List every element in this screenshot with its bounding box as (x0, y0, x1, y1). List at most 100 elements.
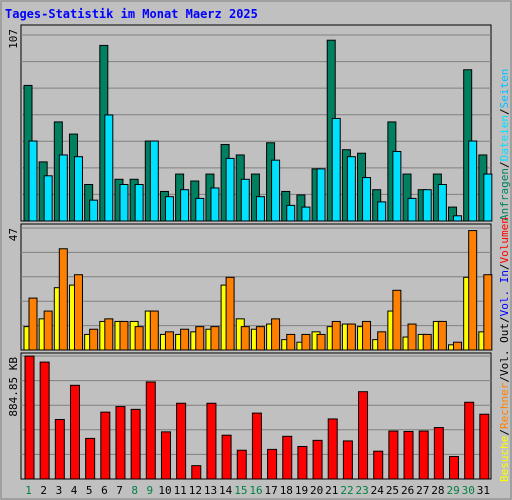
bar-rechner-day-4 (73, 274, 83, 351)
bar-rechner-day-16 (255, 326, 265, 351)
legend-item: Seiten (498, 69, 511, 109)
bar-volumen-day-26 (403, 430, 414, 480)
bar-dateien-day-29 (453, 215, 463, 222)
bar-dateien-day-15 (240, 178, 250, 222)
bar-volumen-day-5 (85, 437, 96, 480)
x-tick-label-day-19: 19 (295, 484, 308, 497)
bar-rechner-day-26 (407, 323, 417, 351)
bar-dateien-day-13 (210, 187, 220, 222)
bar-rechner-day-13 (210, 326, 220, 351)
x-tick-label-day-13: 13 (204, 484, 217, 497)
legend-item: Rechner (498, 382, 511, 429)
bar-dateien-day-23 (362, 177, 372, 222)
x-tick-label-day-7: 7 (116, 484, 123, 497)
x-tick-label-day-24: 24 (371, 484, 385, 497)
x-tick-label-day-28: 28 (431, 484, 444, 497)
bar-dateien-day-21 (331, 117, 341, 222)
x-tick-label-day-1: 1 (25, 484, 32, 497)
bar-dateien-day-2 (43, 175, 53, 222)
bar-volumen-day-25 (388, 430, 399, 480)
bar-dateien-day-12 (195, 197, 205, 222)
bar-volumen-day-29 (449, 455, 460, 480)
panel-middle: 47 (7, 223, 493, 351)
legend-item: / (498, 108, 511, 115)
bar-rechner-day-11 (180, 328, 190, 351)
bar-volumen-day-2 (39, 361, 50, 480)
bar-rechner-day-3 (58, 248, 68, 351)
x-tick-label-day-15: 15 (234, 484, 247, 497)
bar-volumen-day-30 (464, 401, 475, 480)
vertical-legend: Anfragen/Dateien/Seiten (498, 69, 511, 221)
bar-rechner-day-15 (240, 326, 250, 351)
x-tick-label-day-17: 17 (265, 484, 278, 497)
bar-rechner-day-23 (362, 320, 372, 351)
bar-rechner-day-28 (437, 320, 447, 351)
bar-rechner-day-14 (225, 276, 235, 351)
bar-rechner-day-12 (195, 326, 205, 351)
x-tick-label-day-2: 2 (40, 484, 47, 497)
x-tick-label-day-27: 27 (416, 484, 429, 497)
bar-dateien-day-19 (301, 206, 311, 222)
bar-dateien-day-9 (149, 140, 159, 222)
x-tick-label-day-20: 20 (310, 484, 323, 497)
x-tick-label-day-8: 8 (131, 484, 138, 497)
bar-anfragen-day-29 (448, 206, 458, 222)
x-tick-label-day-12: 12 (189, 484, 202, 497)
bar-dateien-day-5 (89, 199, 99, 222)
bar-volumen-day-19 (297, 445, 308, 480)
bar-volumen-day-27 (418, 430, 429, 480)
bar-volumen-day-21 (327, 418, 338, 480)
bar-volumen-day-6 (100, 411, 111, 480)
bar-dateien-day-16 (255, 196, 265, 222)
bar-volumen-day-9 (145, 381, 156, 480)
bar-rechner-day-7 (119, 320, 129, 351)
bar-rechner-day-20 (316, 333, 326, 351)
y-max-label: 47 (7, 228, 20, 241)
bar-rechner-day-10 (164, 331, 174, 351)
bar-dateien-day-22 (346, 156, 356, 222)
bar-dateien-day-18 (286, 204, 296, 222)
bar-volumen-day-8 (130, 408, 141, 480)
panel-top: 107 (7, 24, 493, 222)
bar-rechner-day-31 (483, 274, 493, 351)
x-tick-label-day-6: 6 (101, 484, 108, 497)
bar-volumen-day-13 (206, 402, 217, 480)
bar-volumen-day-4 (69, 384, 80, 480)
x-tick-label-day-30: 30 (462, 484, 475, 497)
bar-volumen-day-16 (251, 412, 262, 480)
bar-dateien-day-26 (407, 197, 417, 222)
bar-rechner-day-9 (149, 310, 159, 351)
bar-rechner-day-17 (271, 318, 281, 351)
bar-dateien-day-20 (316, 168, 326, 222)
legend-item: / (498, 316, 511, 323)
bar-volumen-day-18 (282, 435, 293, 480)
bar-volumen-day-7 (115, 406, 126, 480)
legend-item: / (498, 263, 511, 270)
bar-rechner-day-21 (331, 320, 341, 351)
bar-dateien-day-3 (58, 154, 68, 222)
legend-item: Vol. Out (498, 323, 511, 376)
bar-dateien-day-17 (271, 159, 281, 222)
bar-dateien-day-25 (392, 150, 402, 222)
x-tick-label-day-25: 25 (386, 484, 399, 497)
bar-volumen-day-28 (433, 427, 444, 480)
x-tick-label-day-18: 18 (280, 484, 293, 497)
bar-rechner-day-22 (346, 323, 356, 351)
bar-dateien-day-1 (28, 140, 38, 222)
panel-bottom: 884.85 KB (7, 352, 492, 480)
x-tick-label-day-10: 10 (158, 484, 171, 497)
bar-dateien-day-8 (134, 183, 144, 222)
bar-rechner-day-8 (134, 326, 144, 351)
vertical-legend: Besuche/Rechner/Vol. Out/Vol. In/Volumen (498, 217, 511, 482)
bar-rechner-day-25 (392, 289, 402, 351)
legend-item: / (498, 429, 511, 436)
x-tick-label-day-26: 26 (401, 484, 414, 497)
x-tick-label-day-14: 14 (219, 484, 233, 497)
legend-item: / (498, 376, 511, 383)
legend-item: / (498, 161, 511, 168)
bar-dateien-day-24 (377, 201, 387, 222)
bar-anfragen-day-26 (402, 173, 412, 222)
x-tick-label-day-5: 5 (86, 484, 93, 497)
